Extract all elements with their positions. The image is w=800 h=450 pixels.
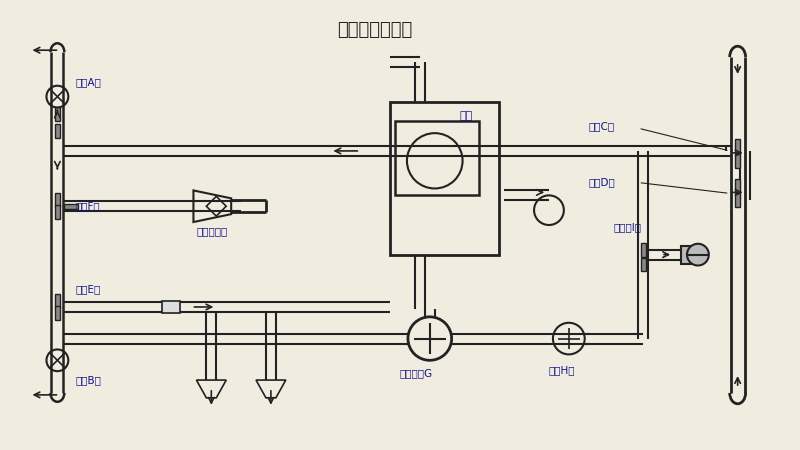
Bar — [55, 294, 60, 308]
Bar — [681, 246, 699, 264]
Bar — [735, 154, 740, 168]
Bar — [735, 139, 740, 153]
Bar — [55, 194, 60, 207]
Text: 球阀C开: 球阀C开 — [589, 121, 615, 131]
Bar — [641, 257, 646, 271]
Bar — [162, 301, 179, 313]
Bar — [64, 204, 78, 209]
Text: 球阀H关: 球阀H关 — [549, 365, 575, 375]
Text: 球阀E开: 球阀E开 — [75, 284, 101, 294]
Text: 球阀F关: 球阀F关 — [75, 201, 100, 211]
Text: 球阀D开: 球阀D开 — [589, 178, 615, 188]
Bar — [735, 179, 740, 193]
Bar — [55, 124, 60, 138]
Text: 球阀B开: 球阀B开 — [75, 375, 101, 385]
Bar — [55, 108, 60, 122]
Text: 洒水、浇灌花木: 洒水、浇灌花木 — [338, 21, 413, 39]
Text: 球阀A开: 球阀A开 — [75, 77, 101, 87]
Circle shape — [687, 244, 709, 266]
Bar — [735, 194, 740, 207]
Text: 水泵: 水泵 — [459, 111, 473, 122]
Bar — [395, 122, 479, 195]
Bar — [641, 243, 646, 256]
Bar — [55, 205, 60, 219]
Bar — [55, 306, 60, 320]
Text: 消防栖I关: 消防栖I关 — [614, 222, 642, 232]
Text: 三通球阀G: 三通球阀G — [400, 368, 433, 378]
Bar — [390, 102, 499, 255]
Text: 洒水炮出口: 洒水炮出口 — [197, 226, 228, 236]
